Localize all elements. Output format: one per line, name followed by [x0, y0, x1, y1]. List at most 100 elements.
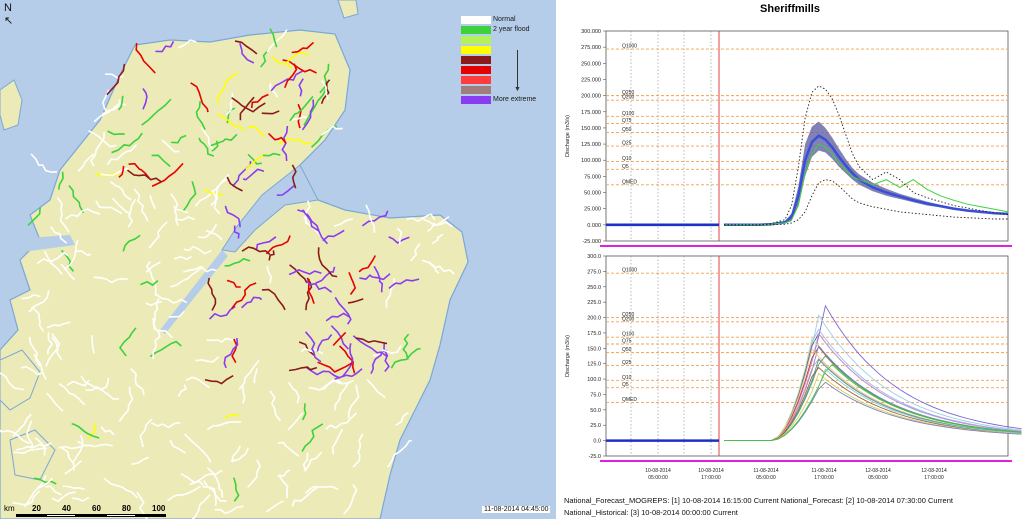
threshold-label: Q200: [622, 316, 634, 322]
river-segment: [89, 131, 106, 167]
river-segment: [28, 290, 50, 313]
river-segment: [396, 227, 403, 245]
river-segment: [205, 229, 222, 241]
river-segment: [265, 500, 284, 513]
river-segment: [289, 95, 314, 122]
y-tick-label: -25.000: [582, 239, 601, 245]
river-segment: [224, 257, 251, 267]
x-tick-date: 12-08-2014: [921, 468, 947, 474]
river-segment: [12, 413, 32, 437]
y-tick-label: 125.000: [581, 142, 601, 148]
y-tick-label: 225.000: [581, 77, 601, 83]
scale-tick: 40: [62, 504, 71, 513]
river-segment: [13, 447, 47, 454]
threshold-label: Q75: [622, 118, 632, 124]
legend-label: Normal: [493, 16, 516, 23]
river-segment: [305, 277, 313, 311]
river-segment: [226, 176, 243, 192]
legend-label: 2 year flood: [493, 26, 530, 33]
river-segment: [325, 412, 358, 431]
river-segment: [241, 246, 271, 256]
river-segment: [334, 296, 352, 325]
river-segment: [388, 278, 420, 290]
river-segment: [32, 307, 45, 332]
river-segment: [320, 79, 331, 105]
river-segment: [198, 137, 215, 157]
river-segment: [301, 209, 329, 245]
river-segment: [142, 88, 148, 110]
river-segment: [298, 341, 315, 356]
river-segment: [305, 366, 341, 379]
threshold-label: QMED: [622, 179, 637, 185]
river-segment: [170, 265, 204, 288]
legend-swatch: [461, 36, 491, 44]
river-segment: [177, 39, 197, 49]
y-tick-label: 0.0: [593, 439, 601, 445]
hydrograph-lower[interactable]: 300.0 275.0 250.0 225.0 200.0 175.0 150.0 125.0…: [556, 251, 1024, 496]
y-tick-label: 100.000: [581, 158, 601, 164]
river-segment: [106, 63, 126, 96]
map-timestamp: 11-08-2014 04:45:00: [482, 506, 551, 513]
y-tick-label: -25.0: [588, 454, 601, 460]
river-segment: [155, 293, 188, 304]
y-tick-label: 200.0: [587, 316, 601, 322]
river-segment: [305, 485, 339, 494]
ensemble-median-line: [724, 134, 1009, 227]
river-segment: [287, 412, 304, 431]
river-segment: [195, 356, 220, 363]
river-segment: [355, 337, 388, 345]
scale-segment: [106, 514, 136, 517]
river-segment: [247, 459, 262, 488]
hydrograph-upper[interactable]: 300.000 275.000 250.000 225.000 200.000 175.0…: [556, 13, 1024, 263]
river-segment: [36, 251, 69, 265]
river-segment: [176, 216, 196, 221]
river-segment: [128, 162, 150, 179]
x-tick-date: 12-08-2014: [865, 468, 891, 474]
y-tick-label: 200.000: [581, 94, 601, 100]
river-segment: [177, 384, 187, 398]
river-segment: [388, 236, 410, 244]
river-segment: [301, 99, 315, 131]
river-segment: [171, 134, 187, 144]
river-segment: [225, 92, 234, 116]
river-segment: [276, 184, 295, 197]
river-segment: [197, 223, 218, 239]
scale-bar: km 20 40 60 80 100: [2, 504, 174, 518]
flood-map[interactable]: N ↖ Normal 2 year flood More extreme ▼ km 20…: [0, 0, 556, 519]
scale-segment: [46, 514, 76, 517]
river-segment: [262, 152, 281, 157]
river-segment: [95, 200, 123, 215]
threshold-label: Q25: [622, 360, 632, 366]
river-segment: [277, 441, 300, 457]
river-segment: [406, 213, 436, 223]
y-axis-label: Discharge (m3/s): [565, 335, 571, 377]
river-segment: [88, 130, 117, 148]
river-segment: [395, 411, 409, 426]
y-tick-label: 300.0: [587, 254, 601, 260]
river-segment: [265, 235, 291, 255]
river-segment: [361, 210, 389, 227]
river-segment: [110, 181, 132, 201]
river-segment: [359, 273, 391, 281]
river-segment: [303, 88, 327, 126]
river-segment: [126, 169, 162, 183]
river-segment: [183, 245, 212, 255]
y-axis-label: Discharge (m3/s): [565, 115, 571, 157]
river-segment: [45, 485, 63, 496]
river-segment: [239, 96, 255, 121]
river-segment: [241, 296, 263, 309]
river-segment: [139, 418, 153, 448]
river-segment: [12, 490, 41, 506]
y-tick-label: 0.000: [587, 223, 601, 229]
river-segment: [289, 264, 308, 284]
chart-title: Sheriffmills: [760, 3, 820, 15]
river-network: [0, 28, 455, 519]
river-segment: [304, 451, 323, 472]
river-segment: [269, 83, 279, 98]
river-segment: [431, 233, 444, 245]
river-segment: [372, 345, 402, 357]
river-segment: [169, 439, 187, 454]
river-segment: [136, 491, 148, 519]
x-tick-time: 17:00:00: [701, 475, 721, 481]
river-segment: [103, 477, 139, 499]
